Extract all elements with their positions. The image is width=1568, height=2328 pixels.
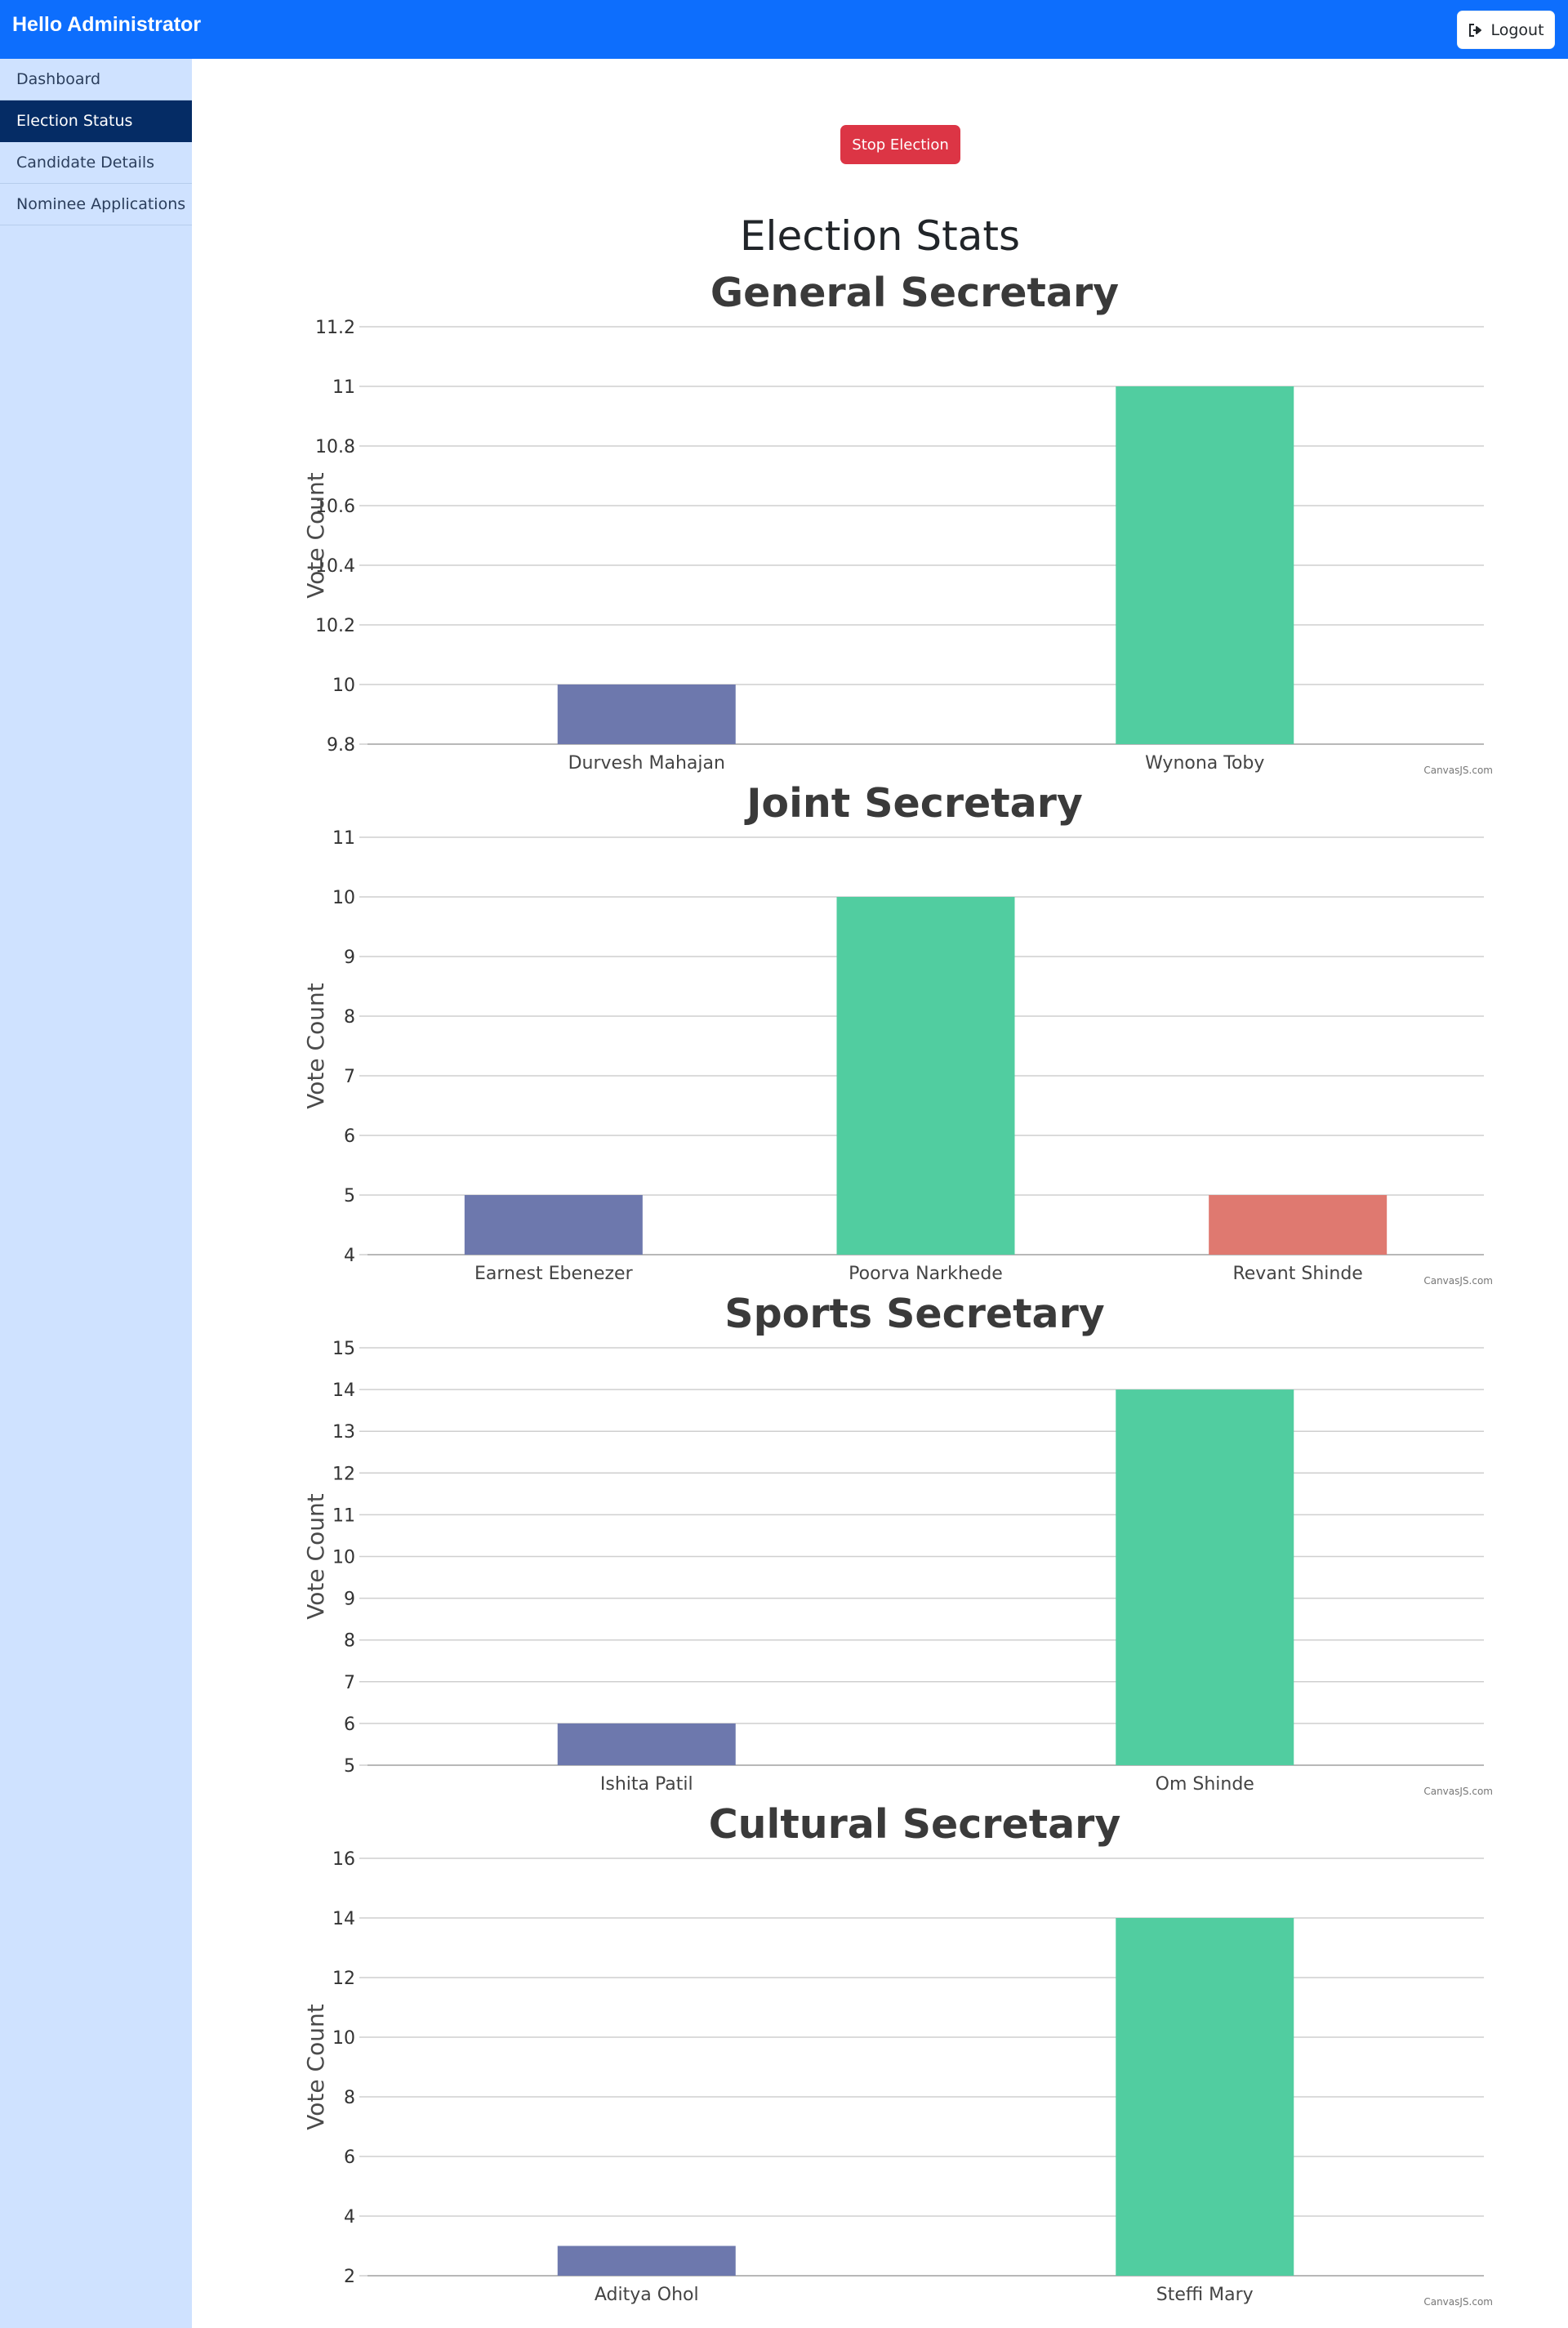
category-label: Wynona Toby [1145, 753, 1264, 774]
y-tick-label: 11 [332, 377, 355, 398]
y-tick-label: 12 [332, 1969, 355, 1989]
bar-earnest-ebenezer [464, 1195, 643, 1255]
y-tick-label: 4 [344, 2207, 355, 2228]
y-tick-label: 15 [332, 1339, 355, 1359]
y-axis-title: Vote Count [302, 983, 329, 1108]
bar-durvesh-mahajan [557, 685, 736, 744]
navbar-brand[interactable]: Hello Administrator [12, 13, 202, 36]
y-tick-label: 8 [344, 1631, 355, 1652]
y-tick-label: 10 [332, 2028, 355, 2049]
y-tick-label: 14 [332, 1909, 355, 1929]
y-tick-label: 10 [332, 888, 355, 908]
sidebar: Dashboard Election Status Candidate Deta… [0, 59, 192, 2328]
y-tick-label: 9 [344, 948, 355, 968]
y-tick-label: 9 [344, 1590, 355, 1610]
sidebar-item-dashboard[interactable]: Dashboard [0, 59, 192, 100]
bar-wynona-toby [1116, 386, 1294, 744]
sidebar-item-label: Nominee Applications [16, 195, 186, 213]
logout-button[interactable]: Logout [1457, 11, 1555, 49]
bar-revant-shinde [1209, 1195, 1388, 1255]
y-axis-title: Vote Count [302, 472, 329, 598]
y-tick-label: 8 [344, 2088, 355, 2108]
category-label: Aditya Ohol [595, 2285, 699, 2305]
y-tick-label: 5 [344, 1186, 355, 1206]
bar-om-shinde [1116, 1389, 1294, 1765]
y-tick-label: 12 [332, 1464, 355, 1484]
y-axis-title: Vote Count [302, 2004, 329, 2130]
category-label: Earnest Ebenezer [474, 1264, 634, 1284]
chart-credit: CanvasJS.com [1423, 765, 1493, 776]
chart-credit: CanvasJS.com [1423, 1786, 1493, 1797]
y-tick-label: 7 [344, 1067, 355, 1087]
y-tick-label: 10.4 [315, 556, 355, 577]
y-tick-label: 10.2 [315, 616, 355, 636]
y-tick-label: 16 [332, 1849, 355, 1870]
y-tick-label: 11.2 [315, 318, 355, 338]
y-tick-label: 10.8 [315, 437, 355, 457]
y-tick-label: 2 [344, 2267, 355, 2287]
y-tick-label: 10 [332, 676, 355, 696]
chart-title: General Secretary [710, 270, 1119, 316]
category-label: Om Shinde [1156, 1774, 1254, 1795]
sidebar-item-label: Dashboard [16, 70, 101, 88]
bar-steffi-mary [1116, 1918, 1294, 2276]
sidebar-item-election-status[interactable]: Election Status [0, 100, 192, 142]
bar-aditya-ohol [557, 2245, 736, 2276]
y-tick-label: 6 [344, 1715, 355, 1735]
joint-secretary-chart: Joint Secretary 4 5 6 7 8 9 10 11 Vote Count Earne… [302, 780, 1493, 1287]
category-label: Durvesh Mahajan [568, 753, 725, 774]
y-tick-label: 14 [332, 1380, 355, 1401]
logout-label: Logout [1490, 20, 1544, 39]
y-tick-label: 5 [344, 1756, 355, 1777]
top-navbar: Hello Administrator Logout [0, 0, 1568, 59]
stop-election-button[interactable]: Stop Election [840, 125, 960, 164]
category-label: Poorva Narkhede [849, 1264, 1003, 1284]
chart-title: Cultural Secretary [709, 1801, 1121, 1848]
chart-title: Sports Secretary [724, 1291, 1104, 1337]
y-tick-label: 13 [332, 1422, 355, 1443]
y-tick-label: 9.8 [327, 735, 355, 756]
y-tick-label: 10.6 [315, 497, 355, 517]
y-tick-label: 6 [344, 1126, 355, 1147]
y-tick-label: 10 [332, 1548, 355, 1568]
category-label: Steffi Mary [1156, 2285, 1254, 2305]
sidebar-item-nominee-applications[interactable]: Nominee Applications [0, 184, 192, 225]
logout-icon [1468, 22, 1484, 38]
y-tick-label: 4 [344, 1246, 355, 1266]
category-label: Revant Shinde [1232, 1264, 1362, 1284]
sidebar-item-candidate-details[interactable]: Candidate Details [0, 142, 192, 184]
cultural-secretary-chart: Cultural Secretary 2 4 6 8 10 12 14 16 Vote Count… [302, 1801, 1493, 2308]
bar-poorva-narkhede [836, 897, 1015, 1255]
sidebar-item-label: Election Status [16, 112, 133, 130]
y-axis-title: Vote Count [302, 1493, 329, 1619]
bar-ishita-patil [557, 1723, 736, 1765]
y-tick-label: 11 [332, 828, 355, 849]
sports-secretary-chart: Sports Secretary 5 6 7 8 9 10 11 12 13 14 15 Vote Co… [302, 1291, 1493, 1797]
y-tick-label: 7 [344, 1673, 355, 1693]
chart-title: Joint Secretary [744, 780, 1083, 827]
general-secretary-chart: General Secretary 9.8 10 10.2 10.4 10.6 10.8 11… [302, 270, 1493, 776]
y-tick-label: 8 [344, 1007, 355, 1028]
sidebar-item-label: Candidate Details [16, 154, 155, 172]
y-tick-label: 6 [344, 2147, 355, 2168]
chart-credit: CanvasJS.com [1423, 2296, 1493, 2308]
page-title: Election Stats [739, 212, 1021, 260]
category-label: Ishita Patil [600, 1774, 693, 1795]
chart-credit: CanvasJS.com [1423, 1275, 1493, 1287]
y-tick-label: 11 [332, 1505, 355, 1526]
